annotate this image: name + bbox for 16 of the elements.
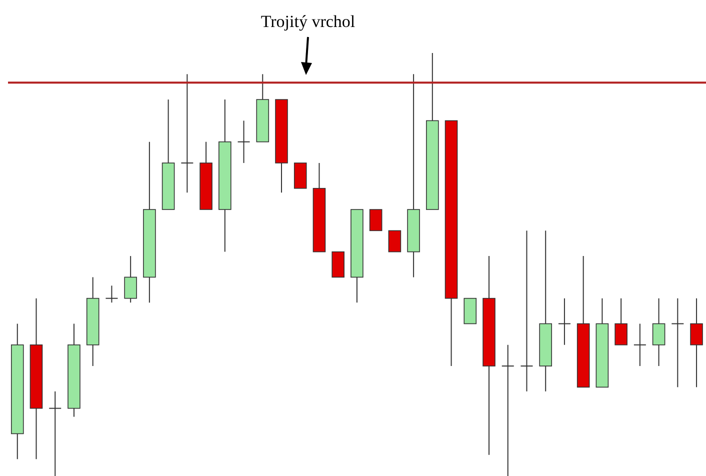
candlestick (652, 298, 666, 367)
candlestick (48, 390, 62, 476)
candlestick (690, 298, 703, 388)
candlestick (369, 209, 382, 232)
candlestick (124, 256, 137, 304)
text: Trojitý vrchol (260, 12, 356, 32)
candlestick (388, 230, 402, 252)
candlestick (237, 120, 250, 164)
candlestick (671, 298, 684, 388)
candlestick (180, 74, 194, 194)
candlestick (105, 285, 118, 304)
candlestick (501, 344, 514, 476)
candlestick (633, 323, 646, 367)
candlestick (614, 298, 628, 346)
candlestick (558, 298, 571, 346)
candlestick (520, 230, 534, 392)
